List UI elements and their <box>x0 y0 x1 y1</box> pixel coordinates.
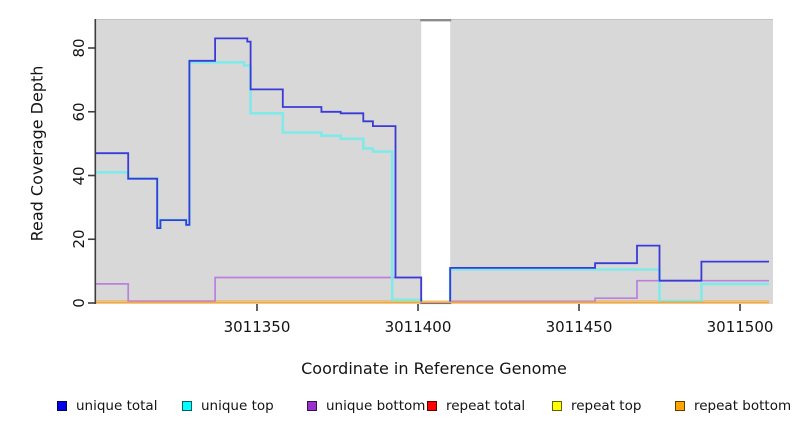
legend-swatch-unique-top <box>182 401 192 411</box>
legend-item-repeat-total: repeat total <box>427 397 525 415</box>
legend-item-repeat-top: repeat top <box>552 397 641 415</box>
masked-region <box>421 20 451 302</box>
legend-item-unique-total: unique total <box>57 397 157 415</box>
legend-item-repeat-bottom: repeat bottom <box>675 397 791 415</box>
legend-label: repeat total <box>446 398 526 414</box>
legend-item-unique-bottom: unique bottom <box>307 397 425 415</box>
legend-label: repeat top <box>571 398 642 414</box>
legend-label: unique total <box>76 398 158 414</box>
chart-legend: unique total unique top unique bottom re… <box>0 397 792 419</box>
legend-swatch-unique-total <box>57 401 67 411</box>
legend-swatch-repeat-top <box>552 401 562 411</box>
legend-swatch-unique-bottom <box>307 401 317 411</box>
legend-label: unique bottom <box>326 398 426 414</box>
legend-item-unique-top: unique top <box>182 397 274 415</box>
legend-swatch-repeat-total <box>427 401 437 411</box>
series-line-unique-total <box>96 37 769 304</box>
legend-label: repeat bottom <box>694 398 792 414</box>
legend-swatch-repeat-bottom <box>675 401 685 411</box>
legend-label: unique top <box>201 398 274 414</box>
